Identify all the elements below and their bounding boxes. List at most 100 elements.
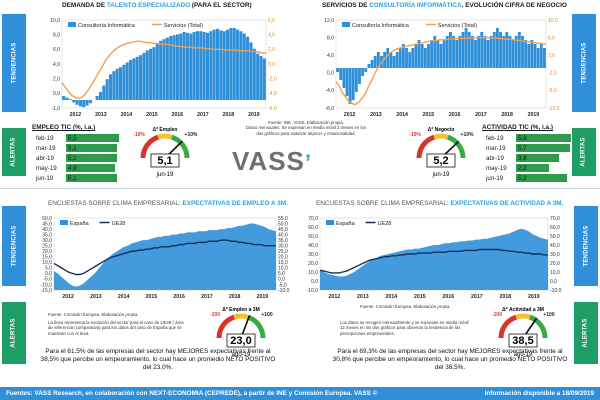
bar xyxy=(226,29,230,101)
table-row: may-19 4,9 xyxy=(36,163,116,173)
side-label-tendencias-br: TENDENCIAS xyxy=(574,206,598,286)
bar xyxy=(242,33,246,100)
bar xyxy=(527,44,531,68)
bar xyxy=(189,33,193,100)
y-left-tick-label: 2,0 xyxy=(53,76,60,82)
y-right-tick-label: 10,0 xyxy=(548,18,558,24)
bar xyxy=(477,36,481,68)
bar xyxy=(502,36,506,68)
y-left-tick-label: 6,0 xyxy=(53,47,60,53)
legend-swatch xyxy=(60,220,68,225)
y-right-tick-label: 30,0 xyxy=(278,243,288,249)
y-right-tick-label: -4,0 xyxy=(268,91,277,97)
side-label-alertas-right: ALERTAS xyxy=(572,128,596,176)
x-tick-label: 2018 xyxy=(500,294,512,300)
x-tick-label: 2014 xyxy=(121,112,133,118)
bar xyxy=(483,36,487,68)
y-right-tick-label: 0,0 xyxy=(268,62,275,68)
legend-entry: Consultoría Informática xyxy=(78,23,136,29)
bar xyxy=(139,55,143,100)
employment-exp-source: Fuente: Comisión Europea. Elaboración pr… xyxy=(48,312,139,317)
line-series xyxy=(335,36,547,106)
bar xyxy=(514,36,518,68)
table-row: abr-19 3,8 xyxy=(486,153,559,163)
bar xyxy=(75,100,79,105)
bar xyxy=(417,40,421,68)
bar xyxy=(373,56,377,68)
bar xyxy=(142,52,146,100)
row-value: 2,2 xyxy=(516,164,550,172)
table-row: abr-19 5,1 xyxy=(36,153,117,163)
y-left-tick-label: -10,0 xyxy=(307,288,319,294)
row-value: 5,7 xyxy=(516,144,571,152)
bar xyxy=(383,52,386,68)
bar xyxy=(539,44,543,68)
gauge-value-box xyxy=(508,333,538,348)
gauge-min: -100 xyxy=(210,312,220,318)
row-month: may-19 xyxy=(486,164,507,172)
gauge-value: 5,1 xyxy=(157,155,172,167)
gauge-arc xyxy=(416,134,436,159)
area-series xyxy=(320,228,548,290)
bar xyxy=(182,32,186,100)
row-value: 5,2 xyxy=(516,174,568,182)
bar xyxy=(222,31,226,101)
bar xyxy=(524,40,528,68)
bar xyxy=(259,56,263,100)
talent-chart-title: DEMANDA DE TALENTO ESPECIALIZADO (PARA E… xyxy=(62,2,252,9)
gauge-arc xyxy=(216,314,236,339)
bar xyxy=(370,60,374,68)
y-left-tick-label: 20,0 xyxy=(308,261,318,267)
bar xyxy=(398,48,402,68)
x-tick-label: 2014 xyxy=(118,294,130,300)
bar xyxy=(467,32,471,68)
bar xyxy=(464,28,468,68)
y-right-tick-label: 0,0 xyxy=(550,279,557,285)
bar xyxy=(521,36,524,68)
y-left-tick-label: 0,0 xyxy=(45,271,52,277)
bar xyxy=(135,56,139,100)
x-tick-label: 2013 xyxy=(370,112,382,118)
y-right-tick-label: 4,0 xyxy=(268,32,275,38)
bar xyxy=(408,52,412,68)
bar xyxy=(212,29,216,101)
bar xyxy=(395,52,399,68)
x-tick-label: 2016 xyxy=(173,294,185,300)
bar xyxy=(414,44,418,68)
bar xyxy=(65,97,69,100)
gauge-date: jun-19 xyxy=(156,172,174,178)
bar xyxy=(348,68,352,104)
y-right-tick-label: -10,0 xyxy=(548,106,560,112)
bar xyxy=(436,40,440,68)
bar xyxy=(354,68,358,92)
x-tick-label: 2016 xyxy=(449,112,461,118)
bar xyxy=(401,44,405,68)
activity-3m-gauge: Δ* Actividad a 3M-100 +100 38,5 ago-19 xyxy=(492,307,555,358)
x-tick-label: 2018 xyxy=(501,112,513,118)
gauge-max: +100 xyxy=(543,312,554,318)
row-value: 5,5 xyxy=(66,134,119,142)
y-right-tick-label: 10,0 xyxy=(278,266,288,272)
y-right-tick-label: 70,0 xyxy=(550,216,560,222)
gauge-arc xyxy=(528,314,548,339)
x-tick-label: 2017 xyxy=(197,112,209,118)
bar xyxy=(262,58,266,100)
consulting-chart-title: SERVICIOS DE CONSULTORÍA INFORMÁTICA. EV… xyxy=(322,2,567,9)
employment-exp-note: La línea representa la evolución del sec… xyxy=(48,320,184,336)
x-tick-label: 2017 xyxy=(475,112,487,118)
y-right-tick-label: -10,0 xyxy=(550,288,562,294)
x-tick-label: 2013 xyxy=(90,294,102,300)
bar xyxy=(162,39,166,100)
activity-exp-source: Fuente: Comisión Europea. Elaboración pr… xyxy=(360,304,451,309)
table-row: jun-19 5,1 xyxy=(36,173,117,183)
x-tick-label: 2018 xyxy=(223,112,235,118)
gauge-arc xyxy=(498,314,518,339)
bar xyxy=(405,48,408,68)
bar xyxy=(159,40,163,100)
x-tick-label: 2018 xyxy=(229,294,241,300)
plot-frame xyxy=(61,19,267,109)
gauge-arc xyxy=(246,314,266,339)
x-tick-label: 2014 xyxy=(396,112,408,118)
y-right-tick-label: 45,0 xyxy=(278,227,288,233)
row-month: jun-19 xyxy=(486,174,504,182)
